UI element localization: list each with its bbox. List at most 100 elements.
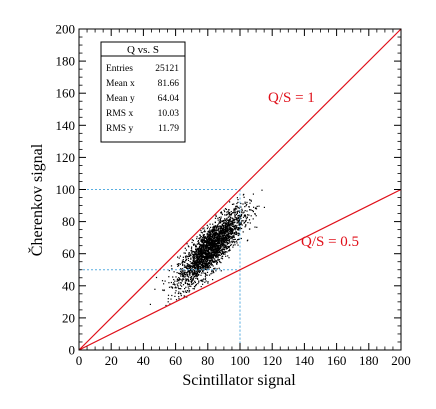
scatter-point — [188, 246, 190, 248]
scatter-point — [226, 245, 228, 247]
scatter-point — [225, 242, 227, 244]
scatter-point — [184, 295, 186, 297]
ratio-line — [78, 188, 402, 351]
scatter-point — [199, 234, 201, 236]
scatter-point — [211, 261, 213, 263]
scatter-point — [250, 199, 252, 201]
scatter-point — [216, 228, 218, 230]
scatter-point — [224, 227, 226, 229]
scatter-point — [175, 276, 177, 278]
stats-value-rms-y: 11.79 — [158, 124, 179, 134]
scatter-point — [219, 228, 222, 230]
scatter-point — [207, 282, 209, 284]
scatter-point — [200, 272, 203, 274]
scatter-point — [209, 236, 211, 238]
scatter-point — [231, 203, 234, 205]
scatter-point — [222, 241, 224, 243]
scatter-point — [218, 259, 220, 261]
scatter-point — [179, 272, 181, 274]
scatter-point — [250, 209, 252, 211]
scatter-point — [208, 268, 210, 270]
scatter-point — [233, 211, 235, 214]
scatter-point — [180, 268, 182, 270]
scatter-point — [200, 255, 202, 257]
scatter-point — [206, 256, 208, 258]
scatter-point — [202, 268, 204, 270]
y-tick-label: 200 — [56, 22, 76, 37]
scatter-point — [241, 209, 243, 212]
scatter-point — [164, 280, 166, 282]
scatter-point — [221, 256, 223, 258]
scatter-point — [186, 296, 188, 298]
scatter-point — [178, 277, 180, 279]
scatter-point — [229, 221, 231, 223]
scatter-point — [205, 257, 207, 259]
scatter-point — [224, 218, 226, 220]
scatter-point — [214, 221, 216, 223]
scatter-point — [225, 237, 227, 239]
scatter-point — [186, 256, 188, 258]
scatter-point — [178, 257, 180, 259]
scatter-point — [214, 229, 216, 231]
scatter-point — [228, 213, 230, 215]
scatter-point — [244, 214, 246, 216]
scatter-point — [179, 284, 182, 286]
scatter-point — [220, 233, 222, 235]
scatter-point — [198, 246, 201, 249]
scatter-point — [226, 236, 228, 238]
scatter-point — [196, 236, 198, 238]
scatter-point — [184, 281, 186, 283]
scatter-point — [205, 260, 207, 262]
scatter-point — [187, 275, 189, 277]
scatter-point — [226, 224, 228, 226]
scatter-point — [225, 228, 227, 231]
scatter-point — [221, 212, 223, 214]
scatter-point — [195, 249, 197, 251]
scatter-point — [232, 244, 234, 246]
scatter-point — [236, 240, 238, 242]
scatter-point — [228, 232, 230, 234]
stats-label-mean-x: Mean x — [106, 79, 135, 89]
scatter-point — [206, 266, 208, 268]
scatter-point — [211, 255, 213, 257]
scatter-point — [256, 226, 258, 228]
scatter-point — [237, 232, 239, 234]
scatter-point — [238, 232, 240, 234]
scatter-point — [213, 255, 215, 257]
scatter-point — [206, 235, 208, 237]
scatter-point — [200, 274, 202, 276]
scatter-point — [190, 262, 192, 264]
scatter-point — [216, 260, 218, 262]
scatter-point — [212, 243, 214, 245]
scatter-point — [189, 270, 191, 272]
scatter-point — [192, 253, 194, 255]
scatter-point — [191, 239, 193, 241]
scatter-point — [228, 223, 230, 225]
scatter-point — [219, 235, 221, 237]
scatter-point — [204, 268, 207, 270]
scatter-point — [208, 231, 210, 234]
scatter-point — [190, 272, 192, 274]
scatter-point — [212, 230, 215, 232]
scatter-point — [178, 288, 180, 290]
scatter-point — [202, 265, 204, 267]
scatter-point — [210, 234, 212, 236]
scatter-point — [194, 266, 196, 268]
scatter-point — [199, 248, 201, 250]
scatter-point — [224, 252, 226, 254]
scatter-point — [210, 273, 212, 275]
stats-label-rms-y: RMS y — [106, 124, 133, 134]
scatter-point — [195, 266, 197, 268]
scatter-point — [194, 281, 196, 283]
scatter-point — [181, 272, 183, 274]
scatter-point — [238, 218, 240, 220]
scatter-point — [200, 253, 202, 255]
scatter-point — [203, 240, 205, 242]
scatter-point — [228, 240, 230, 242]
scatter-point — [208, 262, 210, 264]
scatter-point — [227, 235, 229, 237]
scatter-point — [227, 239, 229, 242]
y-tick-label: 160 — [56, 86, 76, 101]
scatter-point — [205, 244, 207, 246]
scatter-point — [222, 242, 224, 244]
